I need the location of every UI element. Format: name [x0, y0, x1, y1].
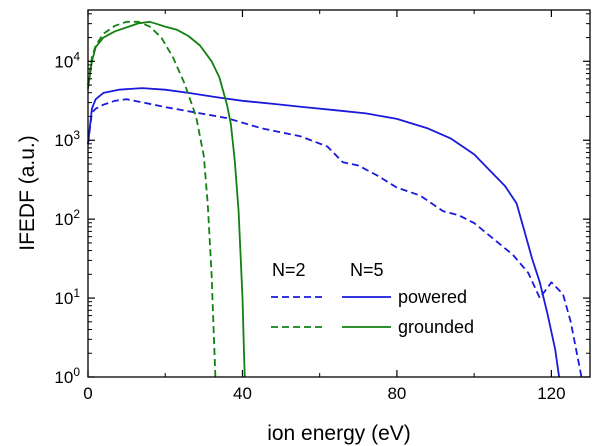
legend-header-n5: N=5 [350, 260, 384, 280]
legend-label-grounded: grounded [398, 317, 474, 337]
plot-frame [87, 9, 591, 378]
x-tick-label: 80 [387, 384, 406, 403]
x-tick-label: 0 [83, 384, 92, 403]
y-tick-label: 104 [54, 49, 80, 71]
x-axis-label: ion energy (eV) [267, 422, 411, 445]
legend-label-powered: powered [398, 287, 467, 307]
series-line-grounded-N2 [87, 20, 217, 378]
series-layer [87, 20, 583, 378]
y-tick-label: 103 [54, 128, 80, 150]
y-axis-label: IFEDF (a.u.) [16, 135, 39, 251]
series-line-grounded-N5 [87, 20, 246, 378]
y-tick-label: 101 [54, 286, 80, 308]
series-line-powered-N2 [87, 98, 583, 378]
legend-header-n2: N=2 [272, 260, 306, 280]
x-tick-label: 40 [233, 384, 252, 403]
tick-label-layer: 0 40 80 120 100 101 102 103 104 [54, 49, 565, 403]
tick-layer [87, 10, 590, 378]
x-tick-label: 120 [537, 384, 565, 403]
series-line-powered-N5 [87, 87, 560, 378]
y-tick-label: 102 [54, 207, 80, 229]
legend: N=2 N=5 powered grounded [271, 260, 474, 337]
y-tick-label: 100 [54, 365, 80, 387]
